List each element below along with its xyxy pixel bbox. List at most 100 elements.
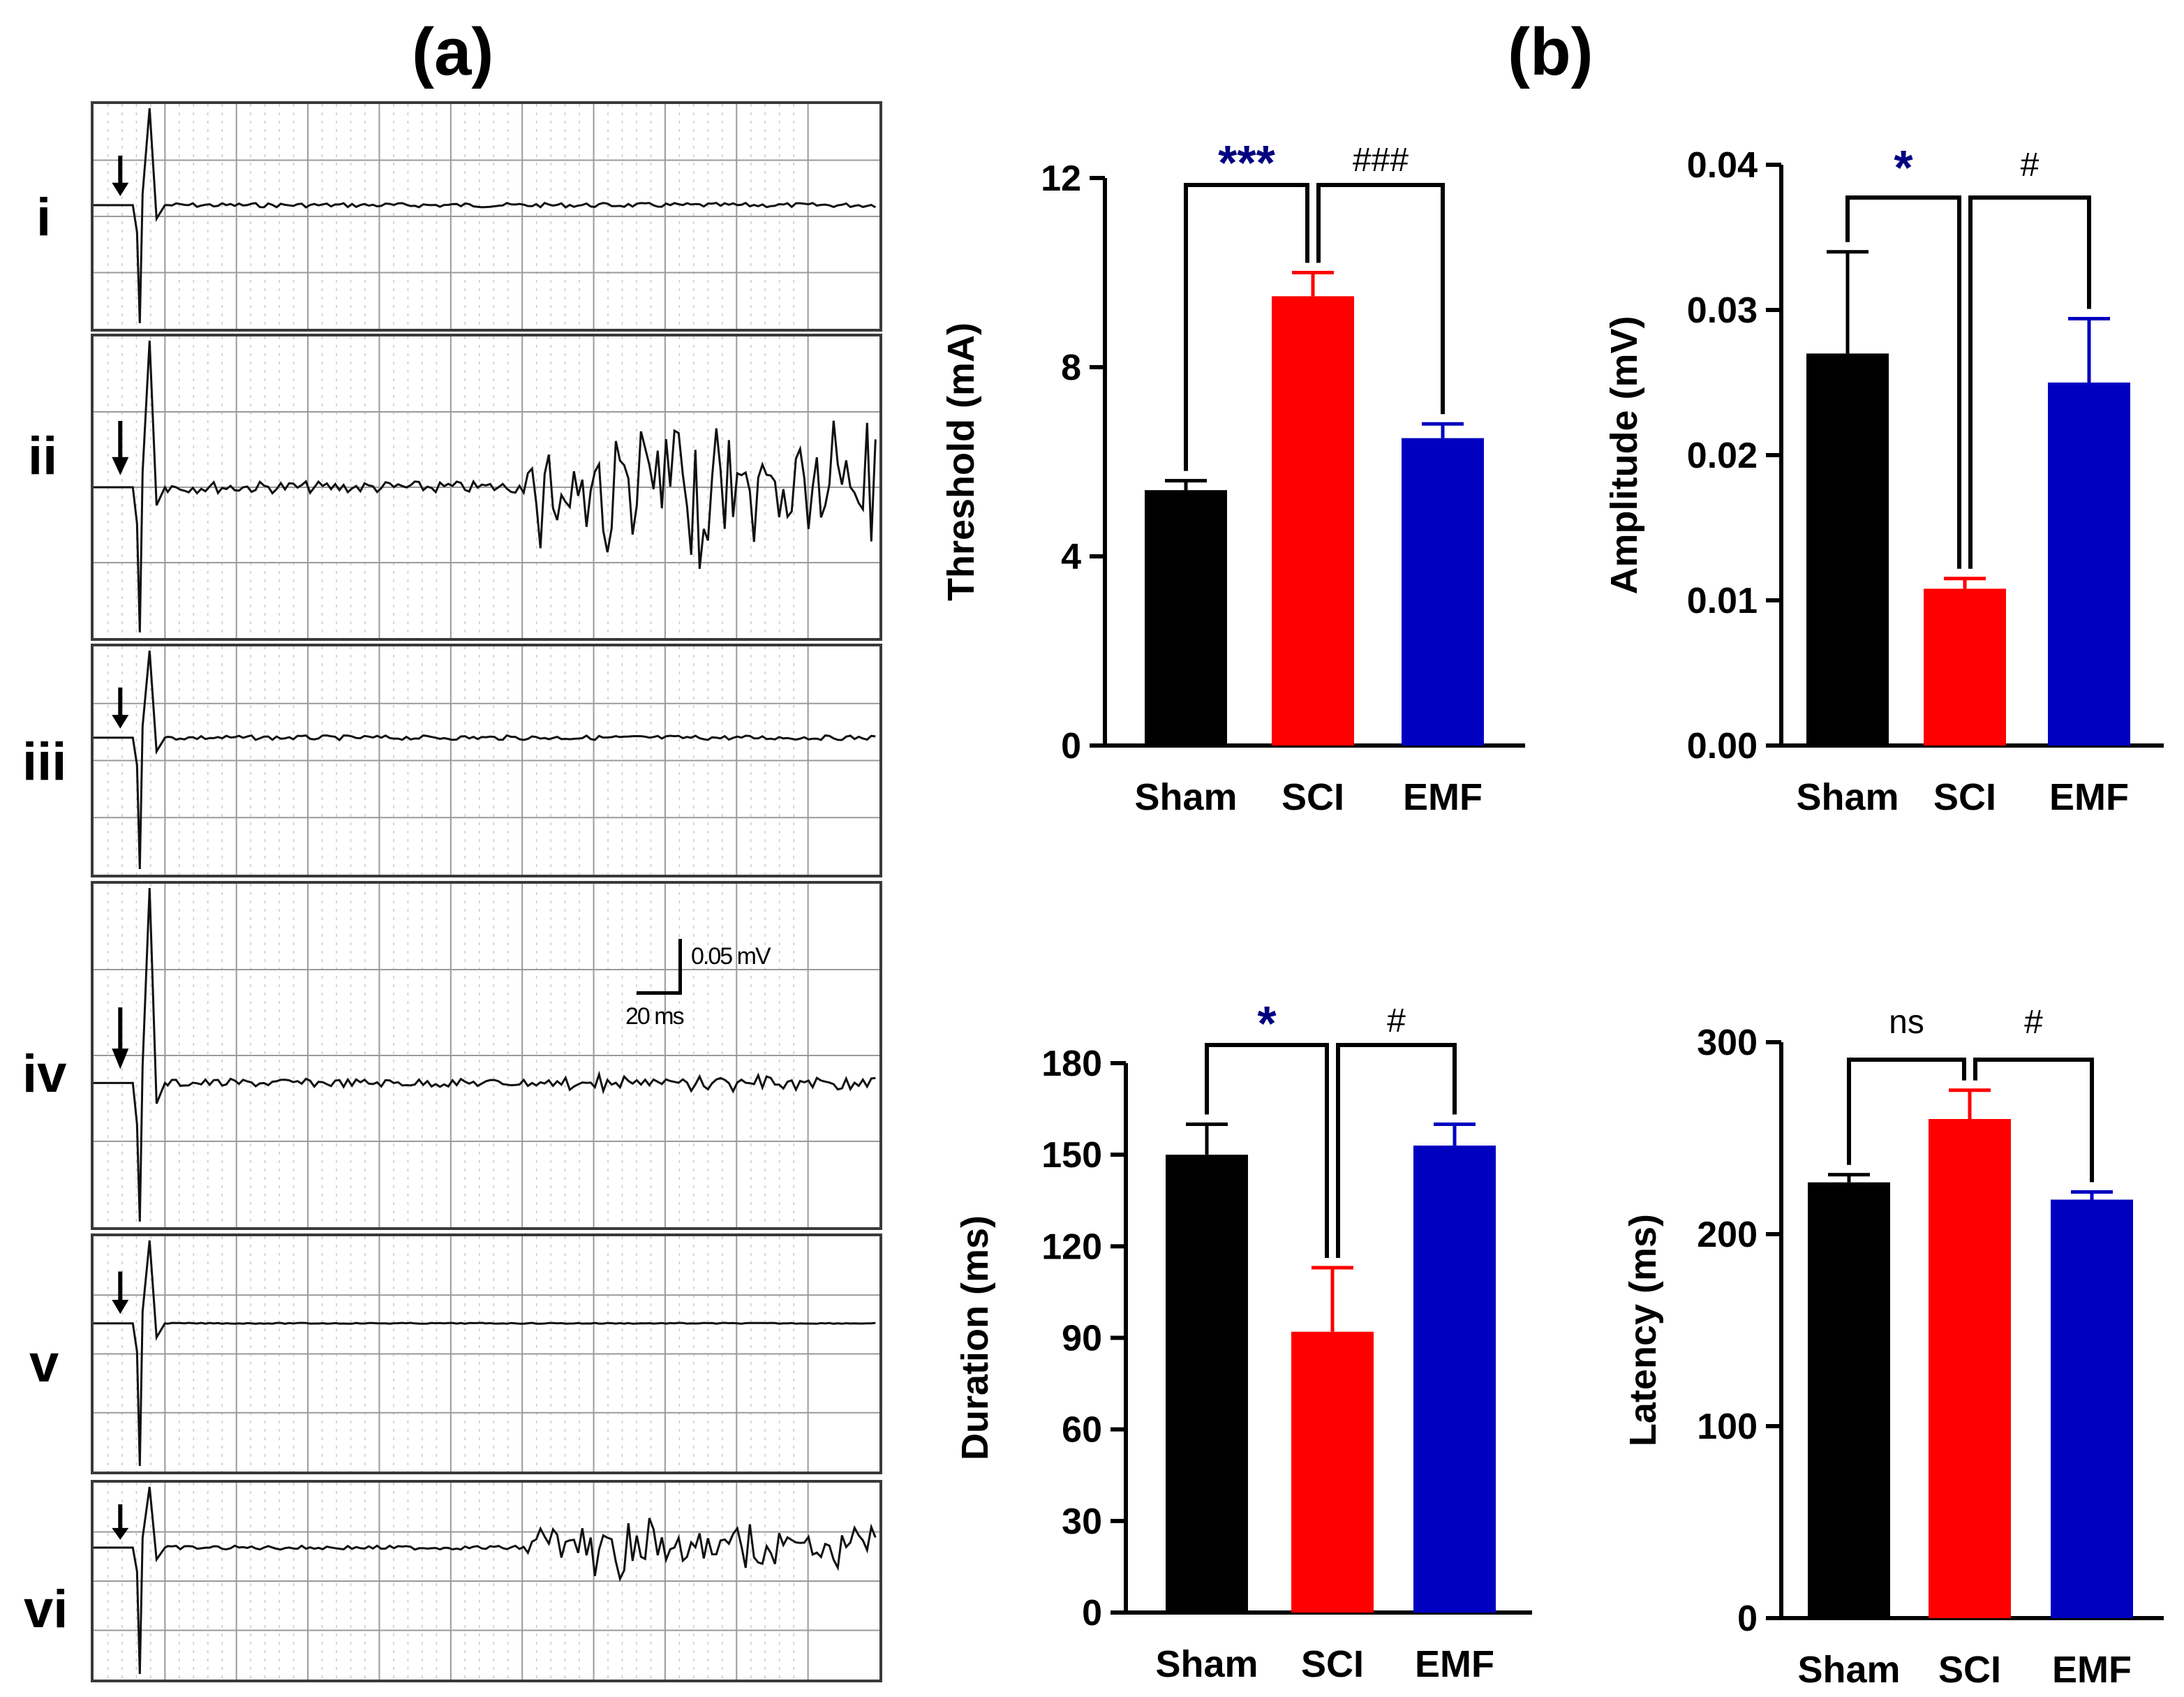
y-tick-label: 0.01 (1687, 581, 1758, 621)
x-tick-label-emf: EMF (2052, 1649, 2132, 1691)
y-tick-label: 150 (1041, 1135, 1102, 1176)
y-tick-label: 30 (1062, 1502, 1102, 1542)
significance-label: ### (1353, 142, 1409, 179)
y-tick-label: 300 (1697, 1023, 1758, 1063)
trace-line (94, 887, 876, 1222)
bar-sham (1145, 490, 1227, 746)
stimulus-arrowhead-icon (112, 1299, 129, 1314)
stimulus-arrowhead-icon (112, 457, 129, 475)
x-tick-label-sham: Sham (1155, 1643, 1258, 1685)
trace-plot-iv (94, 884, 879, 1227)
bar-chart-1: 0.00 0.01 0.02 0.03 0.04 Amplitude (mV) Sham SC… (1603, 140, 2164, 818)
y-tick-label: 4 (1061, 537, 1081, 577)
stimulus-arrowhead-icon (112, 182, 129, 197)
x-tick-label-emf: EMF (1415, 1643, 1494, 1685)
significance-bracket (1973, 1058, 2094, 1183)
significance-bracket (1845, 195, 1961, 569)
significance-label: * (1257, 996, 1277, 1051)
panel-b-label: (b) (1508, 15, 1594, 89)
y-tick-label: 200 (1697, 1215, 1758, 1255)
y-tick-label: 0 (1082, 1593, 1102, 1633)
trace-label-vi: vi (24, 1580, 68, 1639)
bar-emf (1402, 438, 1484, 746)
trace-line (94, 1486, 877, 1675)
significance-label: # (2021, 147, 2040, 184)
significance-label: # (2024, 1004, 2043, 1041)
x-tick-label-sham: Sham (1796, 776, 1899, 818)
trace-panel-ii (91, 334, 882, 641)
y-tick-label: 90 (1062, 1319, 1102, 1359)
y-tick-label: 120 (1041, 1227, 1102, 1267)
bar-sham (1808, 1182, 1890, 1618)
y-tick-label: 0.00 (1687, 726, 1758, 766)
y-axis-label: Duration (ms) (954, 1215, 996, 1460)
x-tick-label-sci: SCI (1282, 776, 1344, 818)
trace-label-v: v (29, 1334, 59, 1393)
trace-plot-i (94, 104, 879, 329)
x-tick-label-emf: EMF (1403, 776, 1483, 818)
x-tick-label-sci: SCI (1933, 776, 1996, 818)
bar-sci (1291, 1331, 1374, 1613)
bar-emf (1413, 1146, 1496, 1613)
y-axis-label: Threshold (mA) (940, 323, 982, 601)
significance-label: *** (1218, 135, 1275, 190)
trace-panel-iii (91, 644, 882, 877)
x-tick-label-sham: Sham (1797, 1649, 1900, 1691)
stimulus-arrowhead-icon (112, 715, 129, 729)
bar-sci (1929, 1119, 2011, 1618)
y-tick-label: 0.03 (1687, 290, 1758, 331)
trace-label-i: i (36, 188, 52, 247)
trace-panel-v (91, 1233, 882, 1474)
trace-label-iii: iii (22, 732, 67, 792)
y-axis-label: Amplitude (mV) (1603, 316, 1645, 595)
y-tick-label: 0.02 (1687, 436, 1758, 476)
bar-emf (2051, 1199, 2133, 1618)
scale-bar-horizontal-label: 20 ms (625, 1003, 685, 1030)
scale-bar-horizontal (637, 991, 682, 995)
scale-bar-vertical-label: 0.05 mV (691, 943, 771, 970)
stimulus-arrowhead-icon (112, 1527, 129, 1540)
significance-label: # (1387, 1002, 1406, 1039)
y-tick-label: 8 (1061, 348, 1081, 388)
significance-bracket (1847, 1058, 1966, 1165)
trace-plot-v (94, 1236, 879, 1472)
bar-emf (2048, 383, 2130, 746)
bar-sham (1806, 353, 1889, 746)
trace-label-ii: ii (28, 427, 58, 486)
y-tick-label: 12 (1041, 158, 1081, 199)
trace-panel-i (91, 101, 882, 332)
significance-label: ns (1889, 1004, 1924, 1041)
trace-line (94, 340, 877, 633)
trace-line (94, 650, 876, 870)
scale-bar-vertical (678, 939, 682, 995)
bar-chart-0: 0 4 8 12 Threshold (mA) Sham SCI EMF *** ### (940, 135, 1525, 818)
panel-a-label: (a) (412, 15, 494, 89)
significance-bracket (1968, 195, 2091, 569)
y-axis-label: Latency (ms) (1622, 1214, 1664, 1446)
x-tick-label-sci: SCI (1938, 1649, 2001, 1691)
y-tick-label: 0 (1737, 1599, 1758, 1639)
x-tick-label-sham: Sham (1134, 776, 1237, 818)
bar-sham (1166, 1155, 1248, 1613)
trace-plot-vi (94, 1483, 879, 1680)
stimulus-arrowhead-icon (112, 1048, 129, 1069)
trace-label-iv: iv (22, 1044, 67, 1104)
bar-chart-2: 0 30 60 90 120 150 180 Duration (ms) Sham SCI EMF *… (954, 996, 1532, 1685)
bar-sci (1924, 588, 2006, 746)
significance-label: * (1894, 140, 1913, 195)
trace-plot-iii (94, 646, 879, 875)
trace-line (94, 1240, 876, 1467)
bar-sci (1272, 296, 1354, 746)
significance-bracket (1316, 183, 1445, 415)
significance-bracket (1205, 1043, 1329, 1258)
y-tick-label: 0.04 (1687, 145, 1758, 186)
trace-panel-iv (91, 881, 882, 1230)
y-tick-label: 60 (1062, 1410, 1102, 1451)
trace-plot-ii (94, 336, 879, 638)
trace-line (94, 108, 877, 324)
trace-panel-vi (91, 1480, 882, 1682)
significance-bracket (1184, 183, 1309, 471)
bar-chart-3: 0 100 200 300 Latency (ms) Sham SCI EMF ns # (1622, 1004, 2164, 1691)
scale-bar: 0.05 mV 20 ms (625, 939, 790, 1037)
